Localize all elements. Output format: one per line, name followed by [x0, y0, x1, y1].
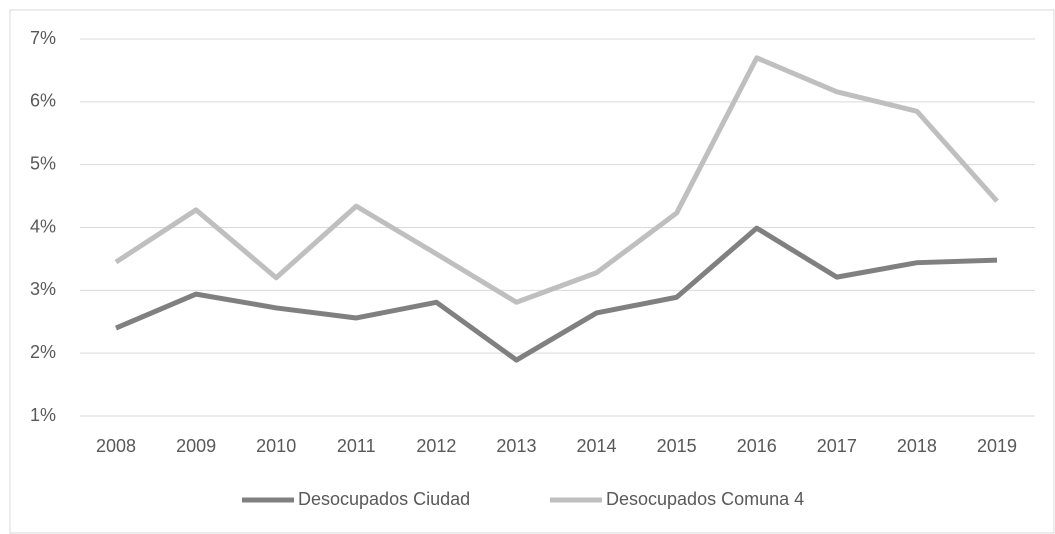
y-tick-label: 7% — [30, 28, 56, 48]
y-tick-label: 4% — [30, 216, 56, 236]
y-tick-label: 6% — [30, 91, 56, 111]
chart-frame — [9, 9, 1055, 534]
series-line — [115, 225, 998, 363]
x-tick-label: 2008 — [96, 436, 136, 456]
legend-label: Desocupados Ciudad — [298, 489, 470, 509]
x-tick-label: 2012 — [416, 436, 456, 456]
x-tick-label: 2014 — [577, 436, 617, 456]
x-tick-label: 2010 — [256, 436, 296, 456]
x-tick-label: 2009 — [176, 436, 216, 456]
x-tick-label: 2018 — [897, 436, 937, 456]
x-tick-label: 2016 — [737, 436, 777, 456]
x-tick-label: 2013 — [496, 436, 536, 456]
x-tick-label: 2019 — [977, 436, 1017, 456]
x-tick-label: 2017 — [817, 436, 857, 456]
y-tick-label: 1% — [30, 405, 56, 425]
x-tick-label: 2015 — [657, 436, 697, 456]
y-tick-label: 3% — [30, 279, 56, 299]
y-tick-label: 5% — [30, 153, 56, 173]
y-tick-label: 2% — [30, 342, 56, 362]
x-tick-label: 2011 — [337, 436, 376, 456]
series-line — [114, 55, 999, 305]
legend-label: Desocupados Comuna 4 — [606, 489, 804, 509]
